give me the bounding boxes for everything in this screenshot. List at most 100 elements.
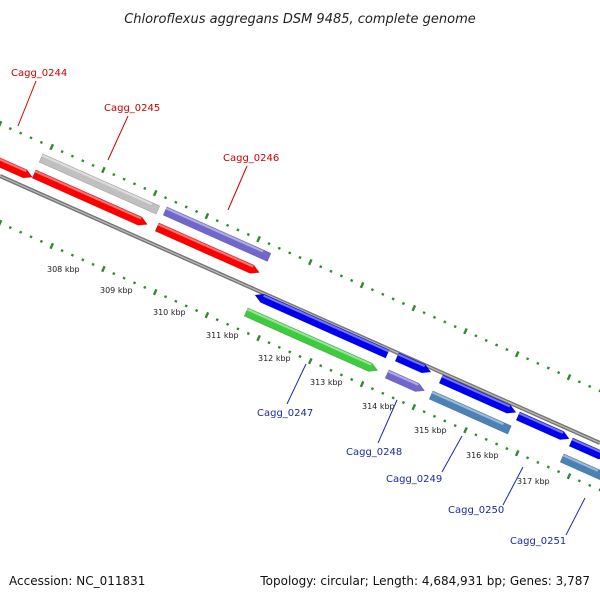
gene-arrow-0250[interactable] [515,411,571,443]
leader-cagg-0246 [227,165,248,211]
upper-tick-18 [184,205,188,209]
upper-tick-26 [267,242,271,246]
upper-tick-23 [236,228,240,232]
tick-label-310: 310 kbp [153,308,186,317]
upper-tick-55 [566,373,572,381]
upper-tick-13 [132,182,137,186]
gene-arrow-0246[interactable] [162,206,272,262]
lower-tick-6 [60,249,64,253]
lower-tick-45 [463,426,468,434]
lower-tick-0 [0,219,3,227]
genome-summary-text: Topology: circular; Length: 4,684,931 bp… [259,574,590,588]
upper-tick-48 [495,343,499,347]
leader-cagg-0244 [17,80,37,127]
upper-tick-22 [226,223,230,227]
lower-tick-21 [215,318,219,322]
upper-tick-8 [81,159,85,163]
upper-tick-12 [122,177,126,181]
gene-arrow-0248-b[interactable] [394,352,432,376]
gene-label-cagg-0244[interactable]: Cagg_0244 [11,68,67,79]
leader-cagg-0245 [107,115,129,161]
upper-tick-44 [453,325,457,329]
gene-label-cagg-0249[interactable]: Cagg_0249 [386,474,442,485]
gene-arrow-0249-b-shine [441,375,511,408]
upper-tick-20 [204,212,210,220]
lower-tick-55 [566,472,572,480]
lower-tick-ring [0,219,600,492]
gene-arrow-0249[interactable] [428,390,512,435]
tick-label-309: 309 kbp [100,286,133,295]
lower-tick-2 [19,230,23,234]
gene-arrow-0251-b[interactable] [568,437,600,462]
gene-arrow-0251[interactable] [559,453,600,482]
lower-tick-23 [236,327,240,331]
map-title: Chloroflexus aggregans DSM 9485, complet… [124,12,476,27]
lower-tick-24 [246,331,250,336]
gene-arrow-0249-b-shape [438,374,517,414]
gene-arrow-0244[interactable] [0,155,34,181]
lower-tick-42 [432,414,437,418]
upper-tick-35 [359,281,365,289]
upper-tick-15 [152,189,158,197]
gene-arrow-0245[interactable] [38,153,161,215]
tick-labels: 308 kbp 309 kbp 310 kbp 311 kbp 312 kbp … [47,265,550,486]
lower-tick-14 [143,285,147,289]
gene-arrow-0251-shape [559,453,600,482]
gene-arrow-0246-b[interactable] [154,222,261,277]
upper-tick-56 [577,380,581,384]
upper-tick-21 [215,219,219,223]
gene-arrow-0250-shape [515,411,570,440]
upper-tick-47 [484,338,488,342]
gene-arrow-0247-b[interactable] [253,291,390,359]
lower-tick-54 [557,470,561,474]
gene-label-cagg-0248[interactable]: Cagg_0248 [346,447,402,458]
upper-tick-45 [463,327,468,335]
gene-arrow-0248[interactable] [384,369,426,395]
gene-arrow-0246-shine [165,207,264,253]
gene-label-cagg-0247[interactable]: Cagg_0247 [257,408,313,419]
gene-arrow-0251-b-shape [568,437,600,460]
upper-tick-16 [163,196,168,200]
upper-tick-11 [112,173,116,177]
upper-tick-42 [432,315,437,319]
gene-label-cagg-0246[interactable]: Cagg_0246 [223,153,279,164]
tick-label-312: 312 kbp [258,354,291,363]
lower-tick-58 [598,488,600,492]
lower-tick-13 [132,281,137,285]
tick-label-311: 311 kbp [206,331,239,340]
gene-label-cagg-0250[interactable]: Cagg_0250 [448,505,504,516]
lower-tick-28 [288,350,292,354]
gene-arrow-0249-shape [428,390,512,435]
upper-tick-25 [256,235,261,243]
lower-tick-11 [112,272,116,276]
gene-arrow-0249-b[interactable] [438,374,518,417]
gene-arrow-0244-shape [0,155,33,179]
leader-cagg-0251 [565,497,586,536]
accession-text: Accession: NC_011831 [9,574,145,588]
gene-arrow-0247-b-shape [254,293,390,359]
gene-arrow-0250-shine [518,412,564,434]
lower-tick-17 [174,299,178,303]
lower-tick-19 [195,308,199,313]
tick-label-308: 308 kbp [47,265,80,274]
upper-tick-3 [29,136,33,140]
gene-arrow-0247[interactable] [243,307,379,375]
lower-tick-25 [256,334,261,342]
lower-tick-16 [163,295,168,299]
gene-arrow-0251-shine [562,454,599,472]
gene-label-cagg-0245[interactable]: Cagg_0245 [104,103,160,114]
lower-tick-9 [91,262,95,266]
lower-tick-44 [453,424,457,428]
gene-arrow-0246-b-shape [154,222,260,274]
gene-arrow-0245-b[interactable] [31,169,149,229]
gene-arrow-0244-shine [0,156,27,173]
gene-arrow-0247-b-shine [263,294,390,353]
gene-arrow-0248-b-shine [397,353,426,368]
lower-tick-5 [49,242,55,250]
upper-tick-50 [514,350,520,358]
lower-tick-12 [122,276,126,280]
upper-tick-1 [8,127,12,131]
gene-label-cagg-0251[interactable]: Cagg_0251 [510,536,566,547]
lower-tick-53 [546,465,550,469]
gene-arrow-0248-b-shape [394,352,432,374]
